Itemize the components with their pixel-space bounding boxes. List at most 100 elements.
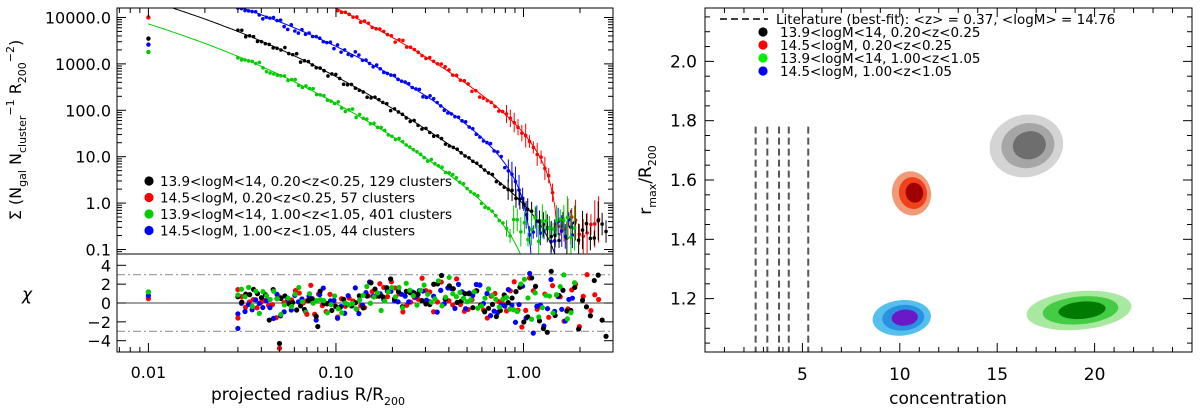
data-point — [492, 149, 496, 153]
residual-point — [503, 294, 510, 300]
data-point — [497, 218, 502, 223]
residual-point — [530, 330, 536, 336]
residual-point — [256, 310, 262, 316]
data-point — [243, 8, 247, 13]
residual-point — [321, 298, 327, 304]
data-point — [576, 238, 581, 243]
data-point — [304, 84, 308, 88]
residual-point — [493, 296, 499, 302]
data-point — [357, 88, 362, 93]
legend-marker — [144, 192, 154, 203]
x-tick-label: 1.00 — [506, 363, 542, 382]
data-point — [381, 29, 386, 34]
residual-point — [306, 291, 313, 297]
data-point — [470, 126, 475, 131]
residual-point — [521, 276, 528, 282]
residual-point — [247, 292, 253, 298]
y-tick-label: 100.0 — [65, 101, 111, 120]
data-point — [404, 116, 409, 120]
residual-point — [384, 285, 390, 291]
data-point — [550, 190, 555, 195]
left-y-label-part: cluster — [16, 115, 29, 153]
residual-point — [295, 299, 301, 305]
data-point — [420, 53, 424, 58]
data-point — [508, 234, 512, 238]
residual-point — [349, 300, 356, 307]
data-point — [287, 51, 291, 56]
data-point — [600, 222, 604, 226]
data-point — [371, 64, 375, 69]
residual-point — [548, 268, 554, 274]
residual-point — [454, 276, 460, 282]
data-point — [253, 9, 258, 14]
data-point — [396, 77, 400, 82]
residual-point — [258, 295, 264, 301]
data-point — [399, 79, 404, 83]
top-data-area — [146, 8, 608, 254]
data-point — [481, 139, 486, 143]
data-point — [479, 201, 484, 206]
residual-point — [378, 307, 384, 314]
residual-point — [561, 272, 567, 278]
residual-point — [364, 293, 370, 299]
residual-point — [308, 282, 314, 288]
residual-point — [579, 297, 586, 303]
residual-point — [278, 311, 284, 318]
data-point — [478, 135, 482, 139]
residual-point — [254, 305, 260, 311]
data-point — [511, 217, 516, 222]
residual-point — [328, 301, 334, 308]
data-point — [581, 234, 586, 238]
data-point — [300, 27, 304, 32]
data-point — [289, 23, 294, 27]
residual-point — [477, 282, 483, 288]
residual-point — [569, 295, 576, 301]
data-point — [361, 116, 366, 121]
residual-point — [525, 314, 531, 320]
data-point — [431, 96, 436, 101]
data-point — [365, 95, 369, 100]
data-point — [240, 28, 244, 33]
data-point — [286, 78, 290, 83]
data-point — [397, 37, 401, 42]
data-point — [261, 17, 265, 21]
data-point — [254, 61, 258, 66]
data-point — [307, 86, 312, 91]
legend-marker — [758, 40, 768, 50]
data-point — [495, 150, 500, 154]
residual-point — [374, 290, 381, 296]
data-point — [406, 81, 411, 86]
data-point — [268, 16, 272, 20]
data-point — [435, 134, 440, 138]
data-point — [447, 68, 451, 72]
residual-point — [345, 293, 351, 299]
residual-point — [560, 287, 566, 293]
data-point — [467, 125, 472, 129]
data-point — [585, 231, 589, 235]
data-point — [450, 172, 455, 177]
data-point — [328, 40, 333, 45]
central-residual-point — [145, 289, 152, 295]
legend-label: 13.9<logM<14, 1.00<z<1.05, 401 clusters — [160, 207, 452, 223]
data-point — [498, 182, 503, 186]
left-y-label-part: Σ (N — [6, 187, 25, 220]
residual-point — [266, 317, 272, 323]
data-point — [604, 229, 608, 234]
data-point — [588, 236, 593, 241]
residual-point — [580, 293, 586, 299]
data-point — [429, 157, 434, 162]
data-point — [536, 239, 541, 244]
residual-point — [235, 292, 241, 298]
left-axes: 0.01 0.10 1.0010000.01000.0100.010.01.00.1… — [45, 8, 614, 382]
residual-point — [463, 306, 469, 312]
residual-point — [454, 299, 460, 306]
left-y-label-part: N — [6, 153, 25, 170]
residual-point — [583, 304, 590, 310]
data-point — [518, 197, 522, 201]
residual-point — [396, 284, 402, 291]
data-point — [572, 226, 577, 230]
data-point — [303, 32, 308, 37]
residual-point — [313, 313, 319, 319]
confidence-contour — [891, 309, 918, 326]
